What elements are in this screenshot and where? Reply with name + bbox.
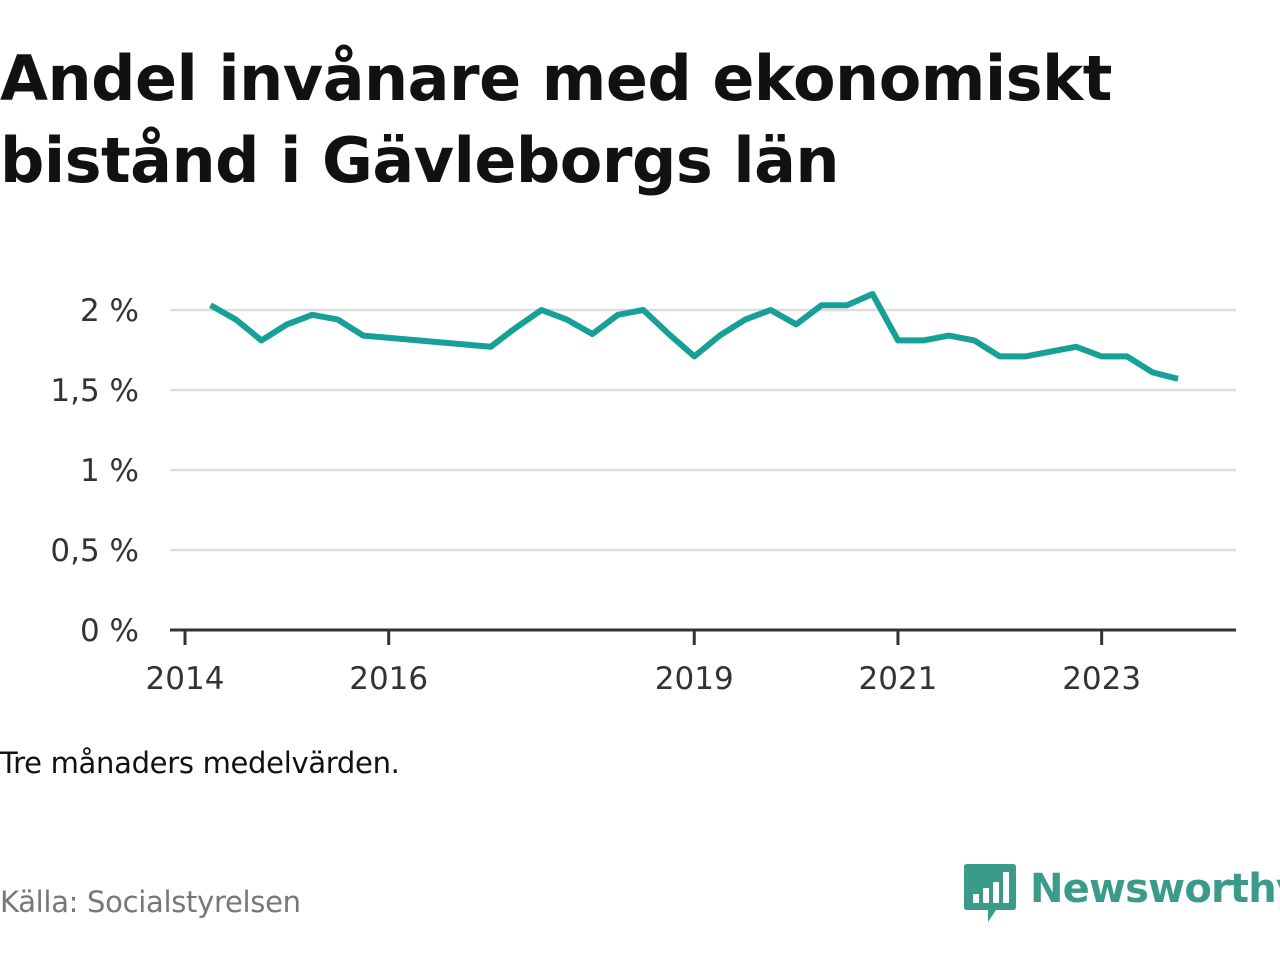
data-point	[717, 333, 723, 339]
data-point	[309, 312, 315, 318]
data-point	[1022, 353, 1028, 359]
data-point	[1150, 369, 1156, 375]
y-tick-label: 0 %	[80, 613, 139, 649]
data-point	[946, 333, 952, 339]
line-chart: 0 % 0,5 % 1 % 1,5 % 2 % 2014 2016 2019 2021 2023	[50, 291, 1236, 697]
y-axis-labels: 0 % 0,5 % 1 % 1,5 % 2 %	[50, 293, 139, 649]
data-point	[819, 302, 825, 308]
data-point	[284, 321, 290, 327]
data-point	[360, 333, 366, 339]
x-tick-label: 2021	[859, 661, 938, 697]
data-point	[1124, 353, 1130, 359]
data-point	[488, 344, 494, 350]
x-tick-label: 2014	[146, 661, 225, 697]
data-point	[233, 317, 239, 323]
data-point	[844, 302, 850, 308]
data-point	[589, 331, 595, 337]
bar-chart-icon	[964, 864, 1016, 922]
data-point	[793, 321, 799, 327]
y-tick-label: 0,5 %	[50, 533, 139, 569]
data-point	[615, 312, 621, 318]
y-tick-label: 1 %	[80, 453, 139, 489]
chart-note: Tre månaders medelvärden.	[0, 746, 400, 780]
data-point	[335, 317, 341, 323]
data-point	[1175, 376, 1181, 382]
x-tick-label: 2016	[349, 661, 428, 697]
data-point	[1073, 344, 1079, 350]
x-tick-label: 2023	[1062, 661, 1141, 697]
y-tick-label: 2 %	[80, 293, 139, 329]
data-point	[1099, 353, 1105, 359]
data-point	[768, 307, 774, 313]
data-point	[1048, 349, 1054, 355]
data-point	[666, 331, 672, 337]
data-point	[208, 302, 214, 308]
y-tick-label: 1,5 %	[50, 373, 139, 409]
chart-title: Andel invånare med ekonomiskt bistånd i …	[0, 42, 1112, 197]
data-point	[258, 337, 264, 343]
series-line	[209, 291, 1179, 382]
data-point	[742, 317, 748, 323]
data-point	[895, 337, 901, 343]
brand-logo: Newsworthy	[964, 864, 1280, 928]
data-point	[539, 307, 545, 313]
x-axis	[170, 628, 1236, 645]
data-point	[870, 291, 876, 297]
x-tick-label: 2019	[655, 661, 734, 697]
data-point	[564, 317, 570, 323]
source-text: Källa: Socialstyrelsen	[0, 885, 301, 919]
data-point	[691, 353, 697, 359]
data-point	[640, 307, 646, 313]
x-axis-labels: 2014 2016 2019 2021 2023	[146, 661, 1142, 697]
brand-name: Newsworthy	[1030, 866, 1280, 912]
data-point	[513, 325, 519, 331]
data-point	[997, 353, 1003, 359]
data-point	[971, 337, 977, 343]
data-point	[920, 337, 926, 343]
grid-lines	[170, 308, 1236, 552]
series-layer	[208, 291, 1181, 382]
